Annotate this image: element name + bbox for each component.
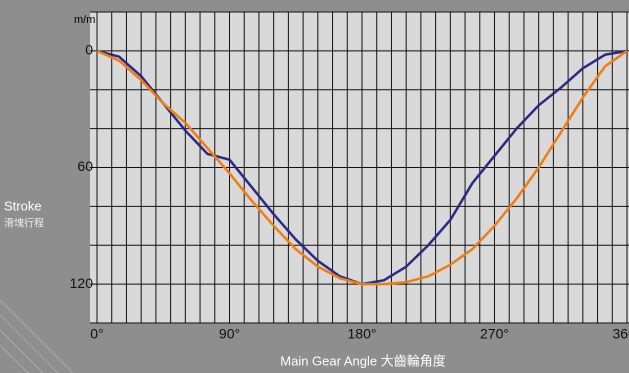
y-tick-label: 120 (70, 275, 94, 291)
y-tick-label: 60 (77, 158, 93, 174)
decoration (0, 299, 74, 373)
x-axis-label: Main Gear Angle 大齒輪角度 (280, 353, 445, 368)
x-tick-label: 180° (348, 326, 377, 342)
y-tick-label: 0 (85, 42, 93, 58)
x-tick-label: 270° (480, 326, 509, 342)
x-tick-label: 360° (613, 326, 629, 342)
series-line (96, 49, 628, 286)
x-tick-label: 0° (90, 326, 103, 342)
y-axis-sublabel: 滑塊行程 (4, 217, 44, 230)
y-axis-label: Stroke (4, 198, 42, 213)
unit-label: m/m (74, 14, 95, 26)
x-tick-label: 90° (219, 326, 240, 342)
